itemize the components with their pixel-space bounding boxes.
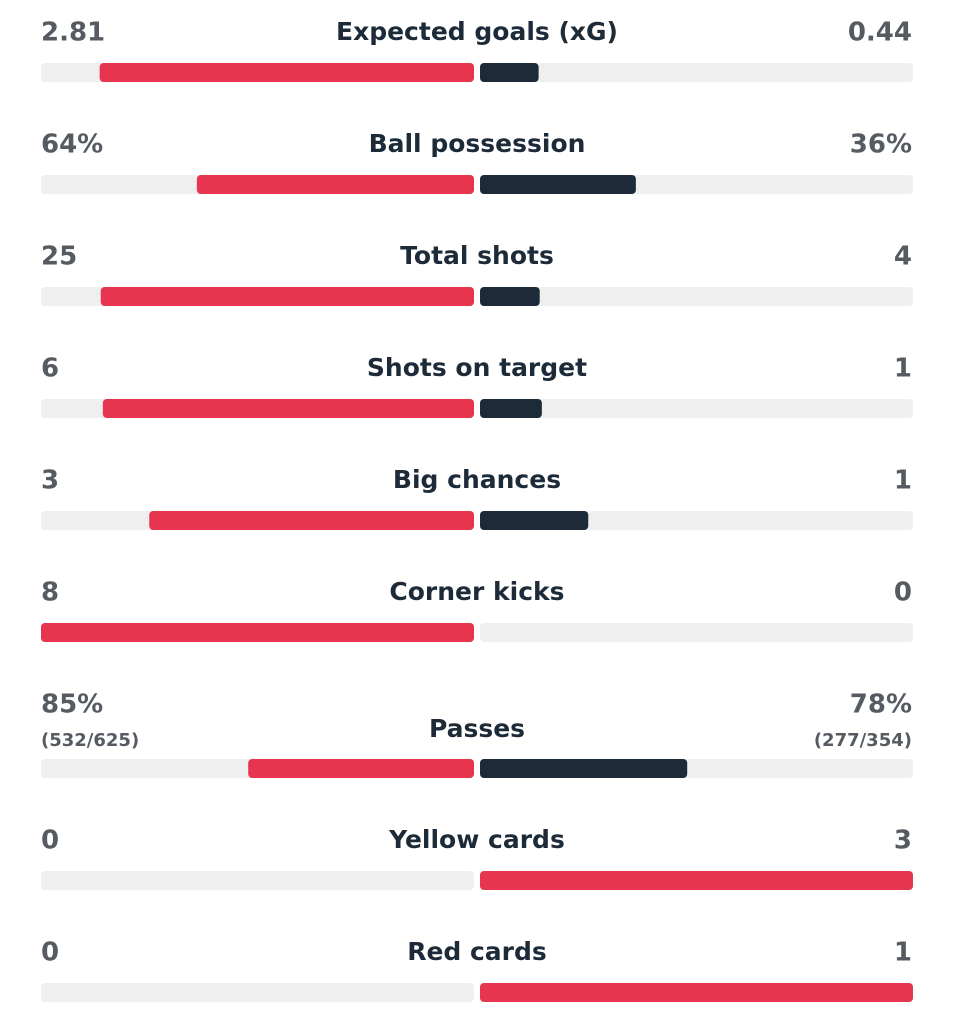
- home-value: 25: [41, 242, 77, 272]
- stat-label: Yellow cards: [388, 825, 565, 854]
- home-bar: [41, 623, 474, 642]
- home-value: 64%: [41, 130, 103, 160]
- home-value: 85%: [41, 690, 103, 720]
- away-track: [480, 399, 913, 418]
- stat-label: Passes: [429, 714, 525, 743]
- home-bar: [99, 63, 475, 82]
- home-bar: [149, 511, 474, 530]
- away-value: 3: [894, 826, 912, 856]
- away-value: 1: [894, 466, 912, 496]
- stat-label: Total shots: [400, 241, 554, 270]
- away-value: 36%: [850, 130, 912, 160]
- home-bar: [196, 175, 474, 194]
- stat-label: Corner kicks: [389, 577, 564, 606]
- away-value: 1: [894, 354, 912, 384]
- home-bar: [100, 287, 475, 306]
- away-bar: [480, 399, 542, 418]
- home-track: [41, 983, 474, 1002]
- home-value: 6: [41, 354, 59, 384]
- stat-label: Ball possession: [369, 129, 586, 158]
- away-detail: (277/354): [814, 730, 912, 751]
- away-value: 1: [894, 938, 912, 968]
- home-track: [41, 871, 474, 890]
- away-bar: [480, 175, 636, 194]
- stat-label: Big chances: [393, 465, 561, 494]
- home-value: 0: [41, 938, 59, 968]
- home-bar: [102, 399, 474, 418]
- away-track: [480, 287, 913, 306]
- stat-label: Shots on target: [367, 353, 587, 382]
- away-bar: [480, 511, 589, 530]
- home-value: 2.81: [41, 18, 105, 48]
- away-bar: [480, 983, 913, 1002]
- home-value: 8: [41, 578, 59, 608]
- away-bar: [480, 63, 539, 82]
- away-value: 0: [894, 578, 912, 608]
- away-track: [480, 63, 913, 82]
- stat-label: Red cards: [407, 937, 547, 966]
- away-value: 0.44: [848, 18, 912, 48]
- away-value: 4: [894, 242, 912, 272]
- away-bar: [480, 287, 540, 306]
- home-value: 3: [41, 466, 59, 496]
- stat-label: Expected goals (xG): [336, 17, 618, 46]
- away-bar: [480, 759, 688, 778]
- home-bar: [248, 759, 474, 778]
- away-bar: [480, 871, 913, 890]
- home-value: 0: [41, 826, 59, 856]
- away-track: [480, 623, 913, 642]
- away-value: 78%: [850, 690, 912, 720]
- home-detail: (532/625): [41, 730, 139, 751]
